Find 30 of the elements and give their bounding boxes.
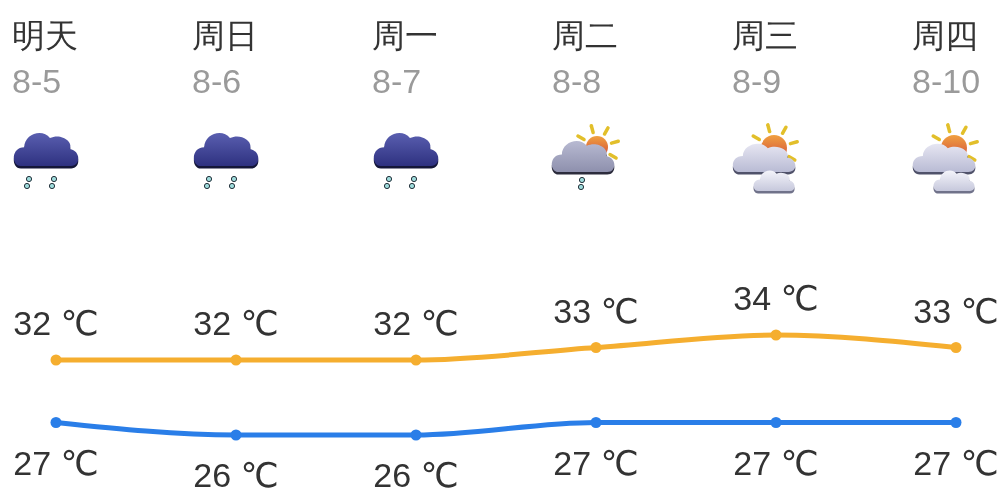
data-label: 27 ℃: [913, 443, 999, 482]
data-label: 27 ℃: [13, 443, 99, 482]
data-label: 26 ℃: [373, 456, 459, 494]
x-tick-label: 周四 8-10: [912, 17, 981, 100]
data-label: 32 ℃: [13, 304, 99, 342]
data-label: 26 ℃: [193, 456, 279, 494]
point: [410, 429, 422, 441]
data-label: 27 ℃: [733, 443, 819, 482]
x-tick-label: 周一 8-7: [372, 17, 438, 100]
data-label: 34 ℃: [733, 279, 819, 317]
point: [590, 342, 602, 353]
point: [590, 417, 602, 428]
point: [410, 354, 422, 366]
data-label: 32 ℃: [193, 304, 279, 342]
data-label: 27 ℃: [553, 443, 639, 482]
point: [50, 354, 62, 366]
data-label: 33 ℃: [913, 291, 999, 330]
point: [770, 329, 782, 341]
data-label: 33 ℃: [553, 291, 639, 330]
x-tick-label: 周二 8-8: [552, 17, 618, 100]
point: [770, 417, 782, 428]
point: [950, 417, 962, 428]
x-tick-label: 周日 8-6: [192, 17, 258, 100]
x-tick-label: 周三 8-9: [732, 17, 798, 100]
point: [50, 417, 62, 428]
point: [230, 354, 242, 366]
x-tick-label: 明天 8-5: [12, 17, 78, 100]
point: [950, 342, 962, 353]
point: [230, 429, 242, 441]
data-label: 32 ℃: [373, 304, 459, 342]
